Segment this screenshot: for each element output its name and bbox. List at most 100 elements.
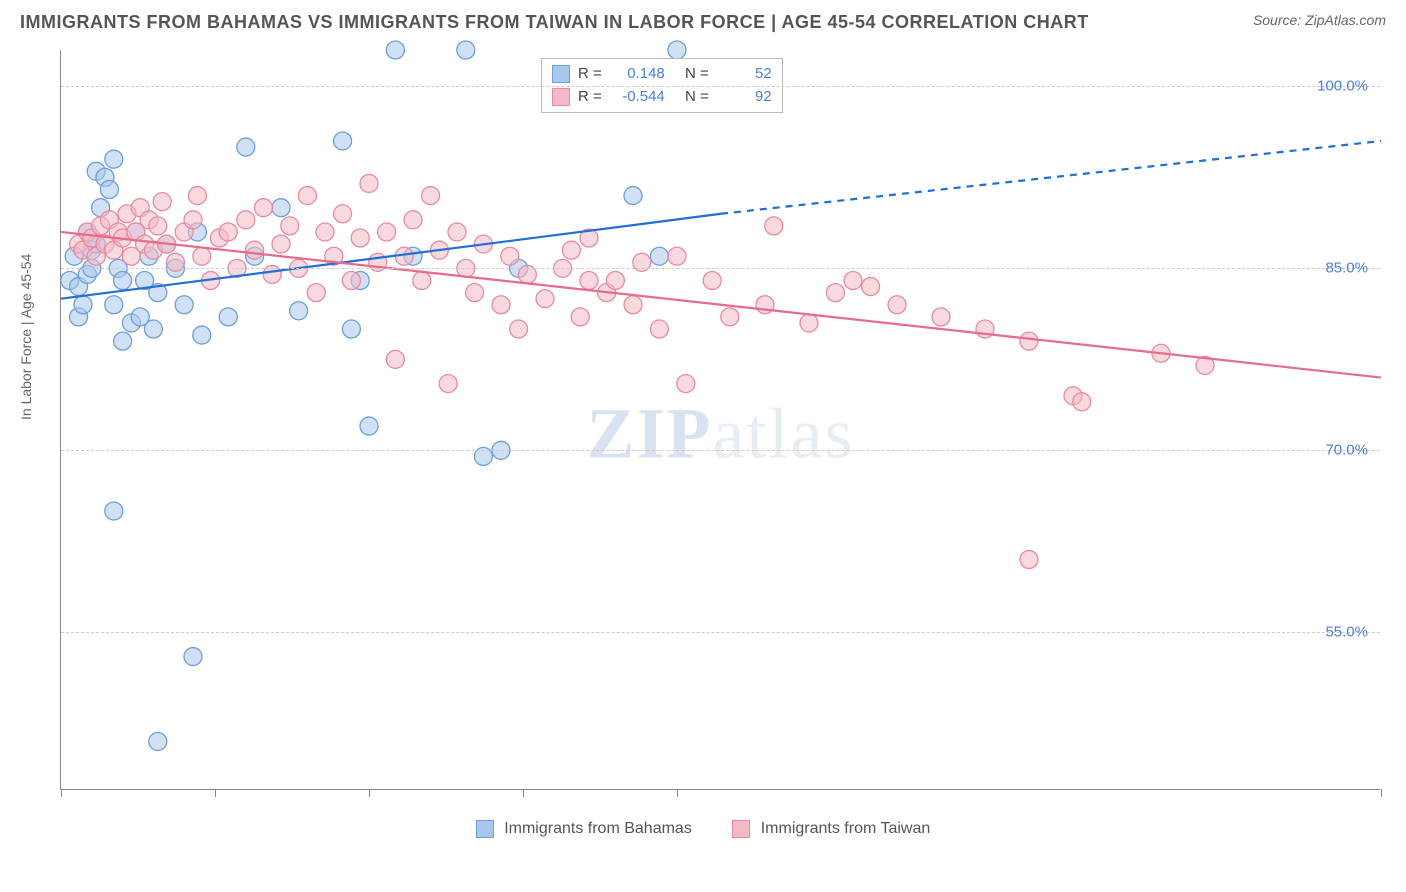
scatter-point-taiwan (404, 211, 422, 229)
scatter-point-bahamas (175, 296, 193, 314)
scatter-point-taiwan (272, 235, 290, 253)
r-value-bahamas: 0.148 (610, 63, 665, 86)
scatter-point-bahamas (386, 41, 404, 59)
scatter-point-taiwan (466, 284, 484, 302)
scatter-point-bahamas (105, 150, 123, 168)
scatter-point-taiwan (386, 350, 404, 368)
scatter-point-bahamas (144, 320, 162, 338)
scatter-point-taiwan (721, 308, 739, 326)
scatter-point-taiwan (413, 271, 431, 289)
scatter-point-taiwan (184, 211, 202, 229)
scatter-point-taiwan (378, 223, 396, 241)
scatter-point-taiwan (246, 241, 264, 259)
scatter-point-taiwan (1073, 393, 1091, 411)
scatter-point-bahamas (184, 648, 202, 666)
scatter-point-bahamas (114, 332, 132, 350)
scatter-point-bahamas (114, 271, 132, 289)
scatter-point-bahamas (360, 417, 378, 435)
title-bar: IMMIGRANTS FROM BAHAMAS VS IMMIGRANTS FR… (0, 0, 1406, 41)
gridline-h (61, 86, 1380, 87)
scatter-point-taiwan (316, 223, 334, 241)
scatter-point-taiwan (448, 223, 466, 241)
swatch-taiwan (552, 88, 570, 106)
scatter-point-taiwan (677, 375, 695, 393)
scatter-point-taiwan (510, 320, 528, 338)
scatter-point-taiwan (193, 247, 211, 265)
x-tick (677, 789, 678, 797)
stats-row-taiwan: R = -0.544 N = 92 (552, 86, 772, 109)
x-tick (1381, 789, 1382, 797)
regression-line-dashed-bahamas (721, 141, 1381, 214)
gridline-h (61, 632, 1380, 633)
scatter-point-bahamas (149, 732, 167, 750)
scatter-point-taiwan (422, 187, 440, 205)
scatter-point-taiwan (888, 296, 906, 314)
plot-area: ZIPatlas R = 0.148 N = 52 R = -0.544 N =… (60, 50, 1380, 790)
scatter-point-taiwan (932, 308, 950, 326)
x-tick (61, 789, 62, 797)
scatter-point-bahamas (74, 296, 92, 314)
scatter-point-taiwan (862, 278, 880, 296)
scatter-point-taiwan (351, 229, 369, 247)
scatter-point-taiwan (844, 271, 862, 289)
scatter-point-bahamas (105, 502, 123, 520)
scatter-point-bahamas (624, 187, 642, 205)
swatch-bahamas (552, 65, 570, 83)
scatter-point-taiwan (765, 217, 783, 235)
scatter-point-taiwan (219, 223, 237, 241)
y-tick-label: 55.0% (1325, 624, 1368, 641)
n-value-bahamas: 52 (717, 63, 772, 86)
regression-line-taiwan (61, 232, 1381, 378)
y-axis-label: In Labor Force | Age 45-54 (18, 254, 34, 420)
bottom-legend: Immigrants from Bahamas Immigrants from … (0, 820, 1406, 838)
y-tick-label: 70.0% (1325, 442, 1368, 459)
scatter-point-taiwan (188, 187, 206, 205)
scatter-point-bahamas (237, 138, 255, 156)
scatter-point-taiwan (492, 296, 510, 314)
y-tick-label: 85.0% (1325, 260, 1368, 277)
scatter-point-taiwan (149, 217, 167, 235)
scatter-point-bahamas (193, 326, 211, 344)
scatter-point-bahamas (668, 41, 686, 59)
scatter-point-bahamas (290, 302, 308, 320)
scatter-point-taiwan (606, 271, 624, 289)
scatter-point-taiwan (254, 199, 272, 217)
scatter-point-taiwan (562, 241, 580, 259)
scatter-point-taiwan (1020, 551, 1038, 569)
scatter-point-taiwan (571, 308, 589, 326)
scatter-point-taiwan (334, 205, 352, 223)
gridline-h (61, 268, 1380, 269)
scatter-point-bahamas (334, 132, 352, 150)
scatter-point-taiwan (153, 193, 171, 211)
scatter-point-taiwan (237, 211, 255, 229)
scatter-point-taiwan (360, 174, 378, 192)
scatter-point-bahamas (105, 296, 123, 314)
x-tick (369, 789, 370, 797)
scatter-point-bahamas (100, 181, 118, 199)
scatter-point-taiwan (439, 375, 457, 393)
source-attribution: Source: ZipAtlas.com (1253, 12, 1386, 28)
r-value-taiwan: -0.544 (610, 86, 665, 109)
scatter-point-taiwan (307, 284, 325, 302)
scatter-point-taiwan (826, 284, 844, 302)
y-tick-label: 100.0% (1317, 78, 1368, 95)
x-tick (215, 789, 216, 797)
scatter-point-bahamas (272, 199, 290, 217)
scatter-point-bahamas (650, 247, 668, 265)
legend-item-taiwan: Immigrants from Taiwan (732, 820, 930, 837)
scatter-point-taiwan (580, 271, 598, 289)
legend-item-bahamas: Immigrants from Bahamas (476, 820, 697, 837)
scatter-point-taiwan (1020, 332, 1038, 350)
gridline-h (61, 450, 1380, 451)
scatter-point-taiwan (501, 247, 519, 265)
chart-title: IMMIGRANTS FROM BAHAMAS VS IMMIGRANTS FR… (20, 12, 1089, 33)
n-value-taiwan: 92 (717, 86, 772, 109)
scatter-point-taiwan (668, 247, 686, 265)
scatter-point-taiwan (624, 296, 642, 314)
scatter-svg (61, 50, 1380, 789)
scatter-point-taiwan (536, 290, 554, 308)
scatter-point-taiwan (703, 271, 721, 289)
swatch-taiwan (732, 820, 750, 838)
scatter-point-bahamas (342, 320, 360, 338)
scatter-point-bahamas (457, 41, 475, 59)
